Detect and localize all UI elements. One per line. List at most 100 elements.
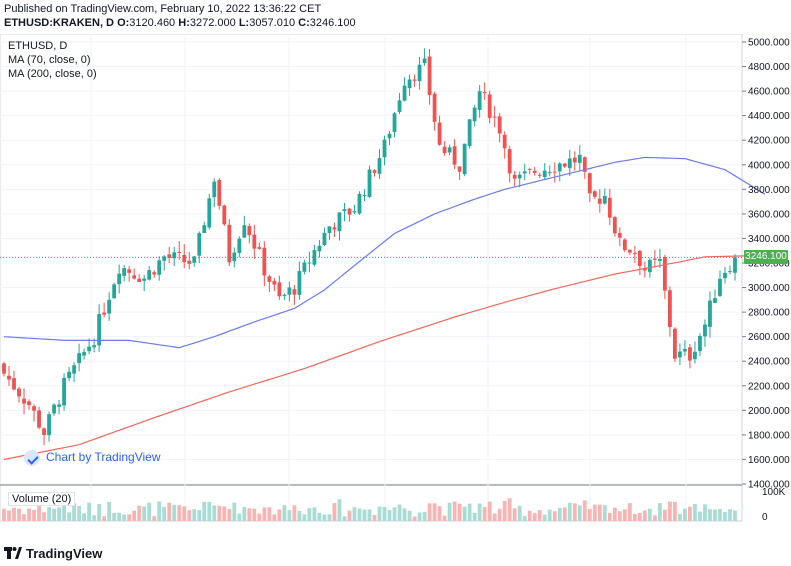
volume-bar [297,510,302,521]
volume-bar [387,510,392,521]
y-tick-label: 4200.000 [748,136,790,147]
volume-legend[interactable]: Volume (20) [8,492,76,506]
ma70-line [3,156,766,349]
volume-bar [177,505,182,521]
candle-body [402,85,407,101]
candle-body [27,401,31,406]
volume-bar [442,515,447,521]
volume-bar [92,515,97,521]
volume-bar [207,501,212,521]
ma200-legend[interactable]: MA (200, close, 0) [8,68,97,80]
candle-body [62,377,66,406]
volume-bar [42,512,46,521]
candle-body [592,191,597,197]
volume-bar [377,506,382,521]
candle-body [312,250,317,265]
candle-body [673,328,677,359]
candle-body [157,260,162,275]
symbol-label: ETHUSD:KRAKEN, D [4,17,114,29]
volume-bar [657,503,662,521]
volume-bar [257,513,262,521]
volume-bar [372,515,377,521]
volume-bar [47,507,51,521]
volume-bar [362,509,367,521]
ma70-legend[interactable]: MA (70, close, 0) [8,54,91,66]
tradingview-logo-icon [4,547,22,559]
candle-body [693,351,697,360]
candle-body [552,171,557,173]
volume-bar [532,513,537,521]
y-tick-label: 2400.000 [748,357,790,368]
brand-logo[interactable]: TradingView [4,546,102,561]
candle-body [117,273,122,285]
price-chart[interactable]: 1400.000 1600.000 1800.000 2000.000 2200.000… [0,34,791,526]
low-value: 3057.010 [249,17,296,29]
high-label: H: [178,17,190,29]
volume-bar [302,514,307,521]
volume-bar [172,504,177,521]
volume-bar [67,512,71,521]
candle-body [517,174,522,179]
y-tick-label: 3800.000 [748,185,790,196]
volume-bar [407,510,412,521]
candle-body [567,158,572,169]
candle-body [267,276,272,282]
volume-bar [187,510,192,521]
candle-body [77,353,82,364]
volume-bar [683,508,687,521]
candle-body [652,258,657,260]
volume-bar [718,509,722,521]
candle-body [532,170,537,174]
candle-body [102,312,107,315]
candle-body [512,174,517,179]
volume-bar [222,506,227,521]
candle-body [247,225,252,236]
volume-bar [567,502,572,521]
candle-body [502,134,507,149]
candle-body [537,174,542,176]
candle-body [708,300,712,327]
volume-bar [627,503,632,521]
volume-bar [162,506,167,521]
volume-bar [402,508,407,521]
volume-bar [342,516,347,521]
volume-bar [37,502,41,521]
candle-body [607,197,612,218]
series-legend[interactable]: ETHUSD, D [8,40,68,52]
volume-bar [167,502,172,521]
volume-bar [337,499,342,521]
candle-body [52,404,56,414]
candle-body [252,234,257,249]
candle-body [82,352,87,356]
volume-bar [292,505,297,521]
candle-body [152,272,157,275]
candle-body [7,375,11,380]
candle-body [407,79,412,89]
candle-body [723,272,727,279]
candle-body [352,211,357,213]
volume-bar [152,516,157,521]
volume-bar [612,507,617,521]
volume-bar [317,512,322,521]
low-label: L: [238,17,250,29]
candle-body [662,256,667,291]
candle-body [72,365,76,374]
volume-bar [572,503,577,521]
volume-bar [57,507,61,521]
volume-bar [82,513,87,521]
candle-body [192,256,197,263]
candle-body [327,226,332,234]
volume-bar [602,505,607,521]
volume-bar [728,509,732,521]
ma200-line [3,255,756,460]
volume-bar [527,510,532,521]
candle-body [602,195,607,204]
candle-body [482,92,487,94]
candle-body [92,345,97,348]
volume-bar [52,508,56,521]
volume-bar [252,508,257,521]
candle-body [492,116,497,118]
watermark-text: Chart by TradingView [46,450,161,465]
volume-bar [267,507,272,521]
candle-body [322,232,327,246]
